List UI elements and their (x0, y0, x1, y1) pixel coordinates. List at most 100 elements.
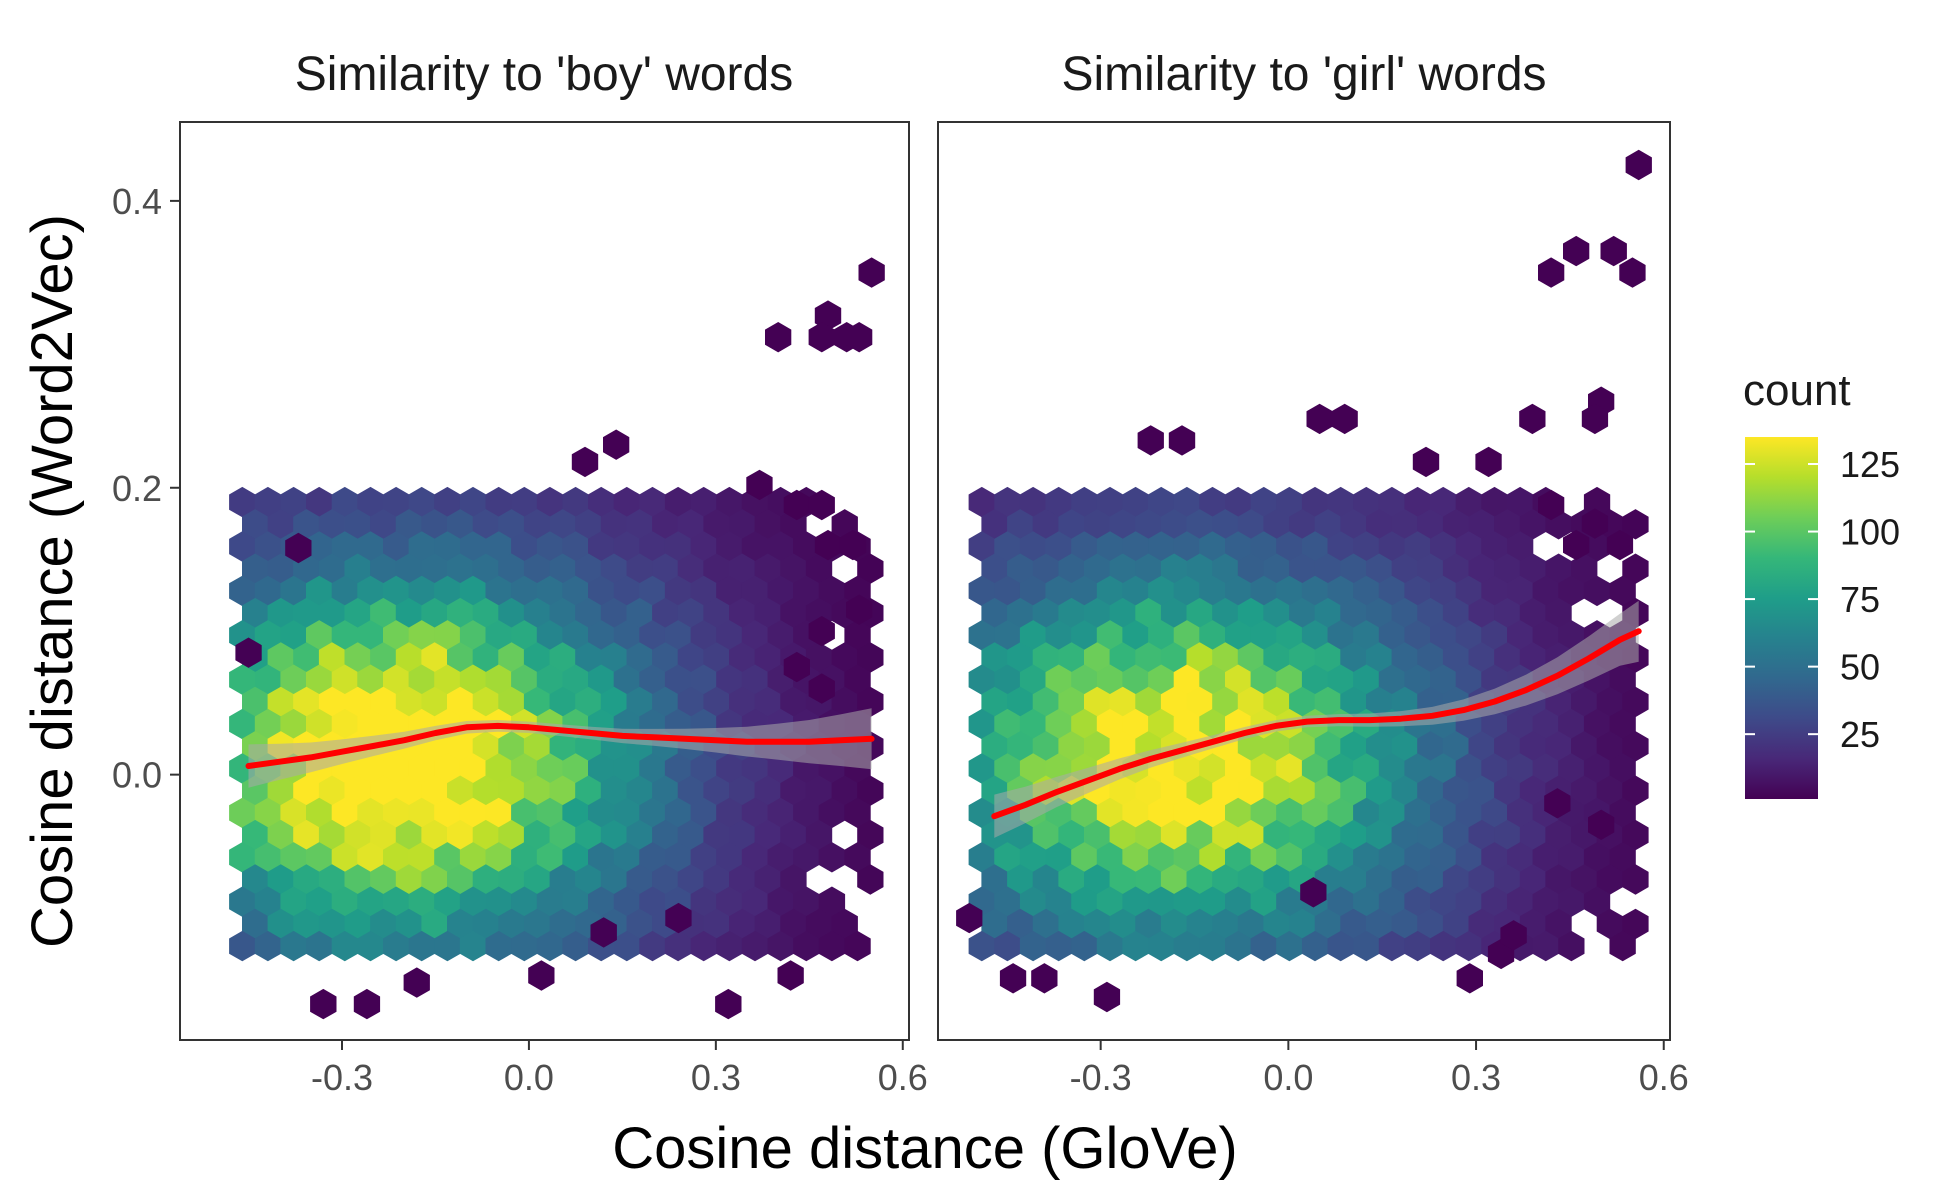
hex-bin-outlier (1588, 809, 1615, 840)
hex-bin (1122, 886, 1149, 917)
hex-bin (703, 509, 730, 540)
hex-bin (1019, 664, 1047, 695)
hex-bin-outlier (1300, 877, 1327, 908)
hex-bin (1622, 775, 1649, 806)
hex-bin (1084, 908, 1111, 940)
hex-bin (1212, 553, 1239, 584)
hex-bin (485, 664, 512, 695)
hex-bin (1558, 886, 1585, 917)
hex-bin (1173, 886, 1200, 917)
hex-bin (741, 842, 769, 873)
hex-bin (1109, 597, 1136, 629)
hex-bin (652, 642, 679, 673)
hex-bin (1032, 509, 1059, 540)
hex-bin (459, 664, 487, 695)
hex-bin (562, 575, 589, 607)
hex-bin (703, 775, 730, 806)
hex-bin (690, 531, 717, 562)
hex-bin (562, 664, 589, 695)
hex-bin (754, 908, 781, 940)
hex-bin (1071, 575, 1098, 607)
panel-border-girl (937, 121, 1671, 1041)
hex-bin (1622, 509, 1649, 540)
hex-bin (229, 708, 256, 740)
hex-bin (1225, 797, 1252, 829)
hex-bin (549, 686, 576, 718)
hex-bin (1135, 597, 1162, 629)
hex-bin (421, 642, 448, 673)
hex-bin (421, 509, 448, 540)
hex-bin (1084, 509, 1111, 540)
hex-bin (639, 753, 666, 784)
hex-bin (434, 620, 461, 651)
hex-bin (677, 642, 705, 673)
hex-bin (383, 886, 410, 917)
hex-bin (818, 930, 846, 962)
hex-bin (434, 575, 461, 607)
hex-bin (716, 486, 743, 518)
hex-bin (575, 509, 602, 540)
hex-bin (1058, 642, 1085, 673)
hex-bin (498, 642, 525, 673)
hex-bin (280, 620, 307, 651)
hex-bin (767, 842, 794, 873)
hex-bin (600, 864, 628, 895)
hex-bin (306, 797, 333, 829)
hex-bin (613, 797, 640, 829)
hex-bin (1622, 864, 1649, 895)
hex-bin (370, 908, 397, 940)
hex-bin (1071, 708, 1098, 740)
hex-bin (562, 886, 589, 917)
hex-bin (1314, 819, 1341, 851)
hex-bin (626, 597, 653, 629)
hex-bin (981, 509, 1008, 540)
hex-bin (1199, 486, 1226, 518)
hex-bin (383, 575, 410, 607)
hex-bin (357, 797, 384, 829)
hex-bin (818, 842, 846, 873)
hex-bin (1212, 819, 1239, 851)
hex-bin (1442, 775, 1470, 806)
hex-bin (229, 575, 256, 607)
hex-bin (767, 797, 794, 829)
legend-ticks: 25 50 75 100 125 (1745, 444, 1900, 755)
hex-bin (357, 664, 384, 695)
hex-bin (1084, 864, 1111, 895)
panel-boy: Similarity to 'boy' words 0.0 0.2 0.4 -0.3… (112, 48, 928, 1098)
hex-bin (306, 708, 333, 740)
hex-bin (306, 930, 333, 962)
hex-bin (229, 886, 256, 917)
hex-bin (1468, 908, 1495, 940)
hex-bin (498, 775, 525, 806)
hex-bin (1096, 842, 1124, 873)
hex-bin (754, 597, 781, 629)
hex-bin (1212, 642, 1239, 673)
hex-bin (1096, 531, 1124, 562)
hex-bin (1199, 531, 1226, 562)
hex-bin (1366, 686, 1393, 718)
hex-bin-outlier (783, 651, 810, 683)
x-tick-label: 0.6 (1639, 1057, 1689, 1098)
hex-bin (1468, 775, 1495, 806)
smooth-line-boy (245, 722, 875, 769)
hex-bin (1417, 908, 1444, 940)
hex-bin (677, 775, 705, 806)
hex-bin (293, 509, 320, 540)
hex-bin (1391, 864, 1418, 895)
hex-bin (1212, 597, 1239, 629)
legend-tick-label: 100 (1840, 512, 1900, 553)
hex-bin (293, 775, 320, 806)
hex-bin-outlier (746, 469, 773, 501)
hex-bin-outlier (1093, 981, 1121, 1013)
hex-bin (716, 531, 743, 562)
hex-bin (729, 864, 756, 895)
hex-bin (1250, 886, 1277, 917)
hex-bin (780, 864, 807, 895)
hex-bin (968, 620, 995, 651)
hex-bin (793, 575, 820, 607)
hex-bin (1417, 775, 1444, 806)
hex-bin (613, 531, 640, 562)
hex-bin (511, 842, 538, 873)
hex-bin (1301, 842, 1329, 873)
hex-bin (280, 842, 307, 873)
